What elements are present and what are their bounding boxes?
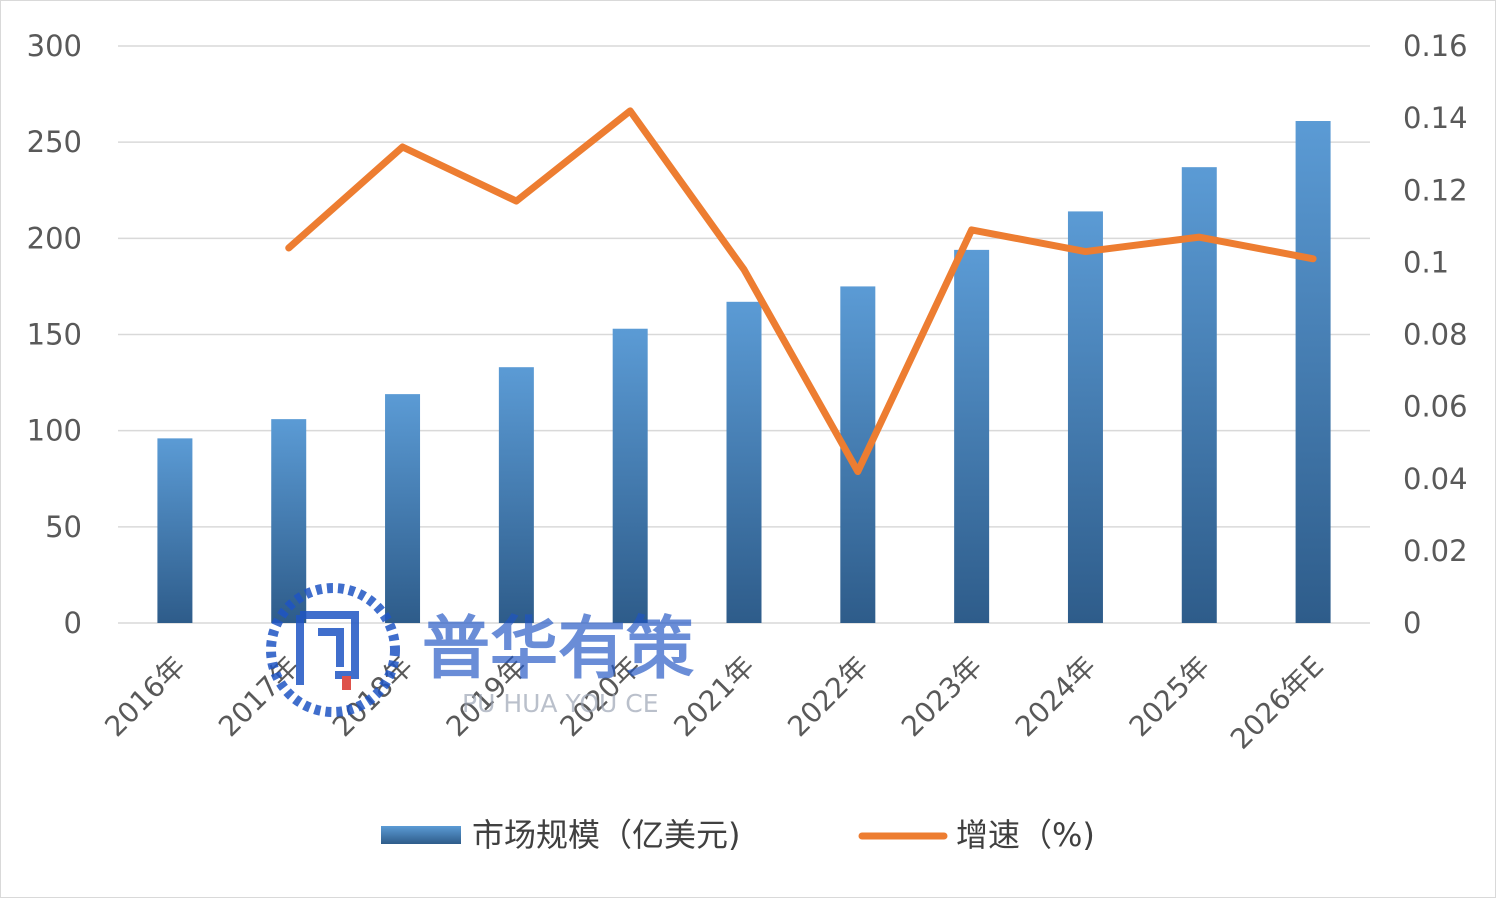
x-tick-label: 2025年 — [1123, 650, 1217, 744]
growth-point-2018年 — [401, 145, 404, 148]
right-tick-label: 0.1 — [1403, 245, 1449, 279]
growth-point-2019年 — [515, 200, 518, 203]
bar-2023年 — [954, 249, 990, 623]
bar-series — [157, 121, 1331, 624]
growth-point-2025年 — [1198, 236, 1201, 239]
growth-point-2017年 — [287, 246, 290, 249]
left-axis: 0 50 100 150 200 250 300 — [27, 29, 82, 640]
right-axis: 0 0.02 0.04 0.06 0.08 0.1 0.12 0.14 0.16 — [1403, 29, 1468, 640]
bar-2025年 — [1181, 167, 1217, 624]
bar-2026年E — [1295, 121, 1331, 623]
left-tick-label: 0 — [64, 606, 82, 640]
right-tick-label: 0.06 — [1403, 390, 1468, 424]
legend-bar-swatch — [381, 826, 461, 844]
x-tick-label: 2024年 — [1009, 650, 1103, 744]
watermark-text-en: PU HUA YOU CE — [462, 689, 659, 718]
bar-2019年 — [498, 367, 534, 623]
bar-2018年 — [385, 394, 421, 623]
left-tick-label: 100 — [27, 414, 82, 448]
watermark-logo: 普华有策 PU HUA YOU CE — [266, 583, 694, 718]
left-tick-label: 50 — [45, 510, 82, 544]
x-axis: 2016年 2017年 2018年 2019年 2020年 2021年 2022年 2023年… — [98, 650, 1330, 756]
line-series — [285, 107, 1317, 476]
x-tick-label: 2016年 — [98, 650, 192, 744]
bar-2021年 — [726, 301, 762, 623]
growth-point-2024年 — [1084, 250, 1087, 253]
left-tick-label: 300 — [27, 29, 82, 63]
bar-2017年 — [271, 419, 307, 623]
left-tick-label: 150 — [27, 318, 82, 352]
bar-2020年 — [612, 328, 648, 623]
right-tick-label: 0 — [1403, 606, 1421, 640]
legend-bar-label: 市场规模（亿美元) — [472, 816, 741, 854]
left-tick-label: 250 — [27, 125, 82, 159]
legend-line-label: 增速（%) — [956, 816, 1095, 854]
growth-point-2026年E — [1312, 257, 1315, 260]
bar-2024年 — [1067, 211, 1103, 623]
right-tick-label: 0.12 — [1403, 173, 1468, 207]
right-tick-label: 0.14 — [1403, 101, 1468, 135]
left-tick-label: 200 — [27, 221, 82, 255]
growth-point-2022年 — [856, 470, 859, 473]
bar-2016年 — [157, 438, 193, 623]
right-tick-label: 0.02 — [1403, 534, 1468, 568]
right-tick-label: 0.08 — [1403, 318, 1468, 352]
x-tick-label: 2026年E — [1224, 650, 1330, 756]
right-tick-label: 0.04 — [1403, 462, 1468, 496]
growth-point-2023年 — [970, 228, 973, 231]
growth-point-2020年 — [629, 109, 632, 112]
x-tick-label: 2017年 — [212, 650, 306, 744]
right-tick-label: 0.16 — [1403, 29, 1468, 63]
gridlines — [118, 45, 1370, 624]
x-tick-label: 2023年 — [895, 650, 989, 744]
watermark-text-cn: 普华有策 — [422, 610, 694, 689]
x-tick-label: 2022年 — [781, 650, 875, 744]
growth-line — [285, 107, 1317, 476]
growth-point-2021年 — [743, 268, 745, 271]
legend: 市场规模（亿美元) 增速（%) — [381, 816, 1095, 854]
